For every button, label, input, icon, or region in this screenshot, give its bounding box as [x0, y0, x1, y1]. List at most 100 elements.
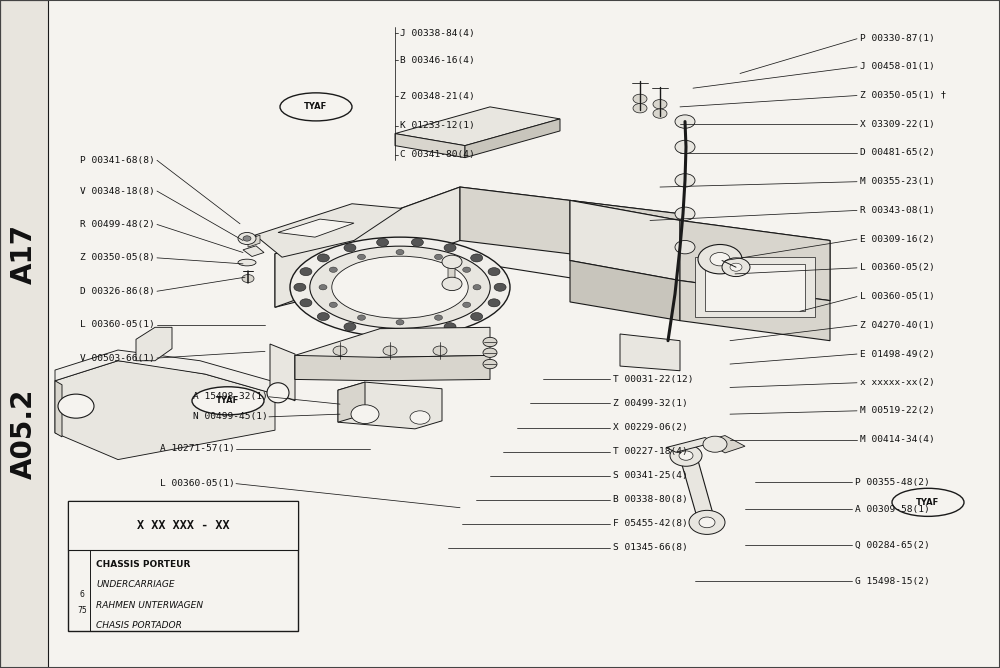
Polygon shape	[275, 187, 680, 307]
Circle shape	[411, 238, 423, 246]
Text: TYAF: TYAF	[216, 396, 240, 405]
Circle shape	[358, 315, 366, 320]
Text: X 00229-06(2): X 00229-06(2)	[613, 423, 688, 432]
Circle shape	[675, 207, 695, 220]
Polygon shape	[338, 382, 442, 429]
Circle shape	[396, 249, 404, 255]
Circle shape	[317, 313, 329, 321]
Text: J 00338-84(4): J 00338-84(4)	[400, 29, 475, 38]
Text: T 00227-18(4): T 00227-18(4)	[613, 447, 688, 456]
Text: M 00414-34(4): M 00414-34(4)	[860, 435, 935, 444]
Circle shape	[689, 510, 725, 534]
Circle shape	[698, 244, 742, 274]
Circle shape	[377, 328, 389, 336]
Circle shape	[243, 236, 251, 241]
Text: L 00360-05(2): L 00360-05(2)	[860, 263, 935, 273]
Circle shape	[483, 348, 497, 357]
Circle shape	[444, 323, 456, 331]
Circle shape	[473, 285, 481, 290]
Circle shape	[358, 255, 366, 260]
Circle shape	[300, 299, 312, 307]
Circle shape	[730, 263, 742, 271]
Circle shape	[653, 100, 667, 109]
Circle shape	[383, 346, 397, 355]
Circle shape	[317, 254, 329, 262]
Circle shape	[442, 277, 462, 291]
Text: 6: 6	[80, 591, 84, 599]
Polygon shape	[395, 107, 560, 146]
Polygon shape	[55, 381, 62, 437]
Circle shape	[329, 267, 337, 273]
Circle shape	[344, 244, 356, 252]
Text: Z 00499-32(1): Z 00499-32(1)	[613, 399, 688, 408]
Text: D 00481-65(2): D 00481-65(2)	[860, 148, 935, 158]
Text: X 03309-22(1): X 03309-22(1)	[860, 120, 935, 129]
Text: L 00360-05(1): L 00360-05(1)	[80, 320, 155, 329]
Text: B 00338-80(8): B 00338-80(8)	[613, 495, 688, 504]
Text: V 00348-18(8): V 00348-18(8)	[80, 186, 155, 196]
Circle shape	[483, 359, 497, 369]
Polygon shape	[680, 220, 830, 301]
Circle shape	[675, 115, 695, 128]
Bar	[695, 257, 815, 317]
Polygon shape	[55, 350, 280, 394]
Circle shape	[670, 445, 702, 466]
Text: S 01345-66(8): S 01345-66(8)	[613, 543, 688, 552]
Polygon shape	[248, 235, 260, 247]
Polygon shape	[705, 436, 745, 453]
Text: M 00355-23(1): M 00355-23(1)	[860, 177, 935, 186]
Bar	[0, 0, 48, 668]
Text: Z 00350-05(8): Z 00350-05(8)	[80, 253, 155, 263]
Circle shape	[242, 275, 254, 283]
Text: TYAF: TYAF	[916, 498, 940, 507]
Text: G 15498-15(2): G 15498-15(2)	[855, 576, 930, 586]
Polygon shape	[620, 334, 680, 371]
Polygon shape	[295, 327, 490, 379]
Circle shape	[377, 238, 389, 246]
Circle shape	[710, 253, 730, 266]
Circle shape	[411, 328, 423, 336]
Text: M 00519-22(2): M 00519-22(2)	[860, 406, 935, 415]
Text: R 00343-08(1): R 00343-08(1)	[860, 206, 935, 215]
Circle shape	[471, 254, 483, 262]
Text: RAHMEN UNTERWAGEN: RAHMEN UNTERWAGEN	[96, 601, 203, 609]
Circle shape	[494, 283, 506, 291]
Text: A05.2: A05.2	[10, 389, 38, 480]
Text: X XX XXX - XX: X XX XXX - XX	[137, 519, 229, 532]
Text: L 00360-05(1): L 00360-05(1)	[160, 479, 235, 488]
Text: 75: 75	[77, 606, 87, 615]
Circle shape	[434, 315, 442, 320]
Polygon shape	[680, 281, 830, 341]
Text: C 00341-80(4): C 00341-80(4)	[400, 150, 475, 160]
Text: P 00341-68(8): P 00341-68(8)	[80, 156, 155, 165]
Circle shape	[434, 255, 442, 260]
Circle shape	[396, 319, 404, 325]
Text: A 10271-57(1): A 10271-57(1)	[160, 444, 235, 454]
Circle shape	[675, 240, 695, 254]
Circle shape	[722, 258, 750, 277]
Circle shape	[333, 346, 347, 355]
Circle shape	[300, 268, 312, 276]
Polygon shape	[278, 219, 354, 237]
Bar	[68, 501, 298, 631]
Ellipse shape	[290, 237, 510, 337]
Circle shape	[329, 302, 337, 307]
Circle shape	[699, 517, 715, 528]
Text: P 00355-48(2): P 00355-48(2)	[855, 478, 930, 487]
Circle shape	[238, 232, 256, 244]
Polygon shape	[136, 327, 172, 361]
Polygon shape	[338, 382, 365, 422]
Circle shape	[410, 411, 430, 424]
Ellipse shape	[280, 93, 352, 121]
Circle shape	[703, 436, 727, 452]
Text: D 00326-86(8): D 00326-86(8)	[80, 287, 155, 296]
Polygon shape	[448, 261, 455, 287]
Circle shape	[442, 255, 462, 269]
Text: S 00341-25(4): S 00341-25(4)	[613, 471, 688, 480]
Circle shape	[351, 405, 379, 424]
Circle shape	[444, 244, 456, 252]
Polygon shape	[275, 187, 460, 307]
Polygon shape	[255, 204, 402, 257]
Text: A 00309-58(1): A 00309-58(1)	[855, 504, 930, 514]
Polygon shape	[460, 187, 680, 267]
